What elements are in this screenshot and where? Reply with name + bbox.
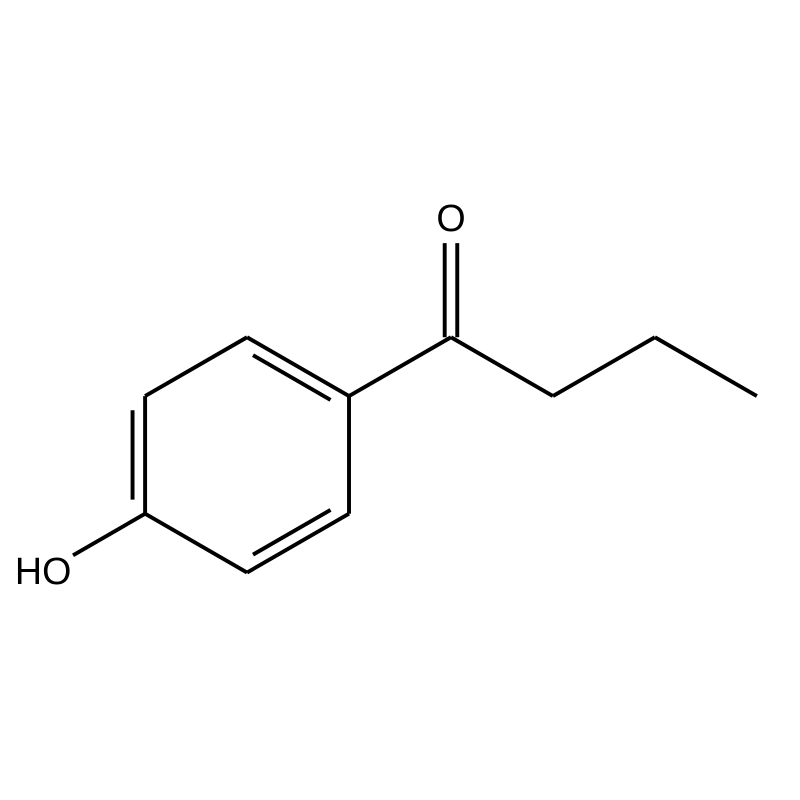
bond-line (145, 337, 247, 396)
atom-label: O (436, 197, 465, 239)
bond-line (655, 337, 757, 396)
bond-line (145, 514, 247, 573)
bond-line (349, 337, 451, 396)
atom-label: HO (15, 550, 71, 592)
bond-line (451, 337, 553, 396)
molecule-diagram: HO O (0, 0, 800, 800)
bond-line (73, 514, 145, 556)
bond-line (247, 514, 349, 573)
bond-line (553, 337, 655, 396)
bond-line (247, 337, 349, 396)
